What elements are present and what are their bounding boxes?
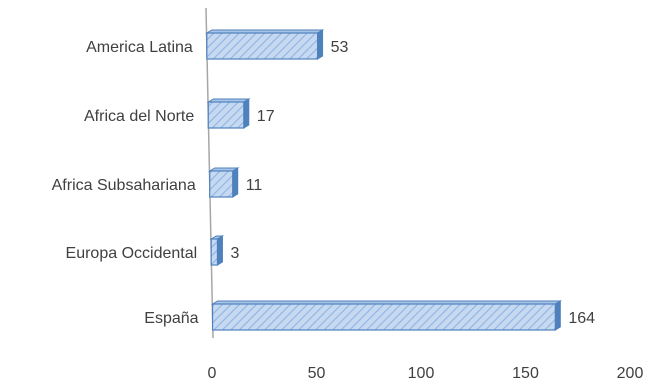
bar-1 <box>206 98 251 129</box>
data-label-0: 53 <box>331 39 349 56</box>
label-layer: America Latina 53 Africa del Norte 17 Africa… <box>52 39 644 382</box>
bar-0 <box>205 29 325 60</box>
x-tick-label-2: 100 <box>408 365 435 382</box>
x-tick-label-0: 0 <box>208 365 217 382</box>
category-label-3: Europa Occidental <box>66 245 198 262</box>
category-label-4: España <box>144 310 198 327</box>
data-label-1: 17 <box>257 108 275 125</box>
bar-3 <box>209 235 225 266</box>
bar-2 <box>207 167 240 198</box>
bar-side-face <box>232 167 239 198</box>
bar-front-face <box>209 170 234 198</box>
category-label-2: Africa Subsahariana <box>52 177 196 194</box>
bar-4 <box>210 300 563 331</box>
bar-front-face <box>211 303 556 331</box>
data-label-2: 11 <box>246 177 263 194</box>
x-tick-label-3: 150 <box>512 365 539 382</box>
bar-side-face <box>317 29 324 60</box>
bar-front-face <box>206 32 319 60</box>
bar-side-face <box>554 300 561 331</box>
bar-side-face <box>243 98 250 129</box>
category-label-0: America Latina <box>86 39 193 56</box>
bar-front-face <box>207 101 245 129</box>
data-label-3: 3 <box>230 245 239 262</box>
x-tick-label-4: 200 <box>617 365 644 382</box>
bar-side-face <box>216 235 223 266</box>
data-label-4: 164 <box>568 310 595 327</box>
x-tick-label-1: 50 <box>308 365 326 382</box>
bar-layer <box>205 29 563 331</box>
category-label-1: Africa del Norte <box>84 108 194 125</box>
bar-front-face <box>210 238 219 266</box>
